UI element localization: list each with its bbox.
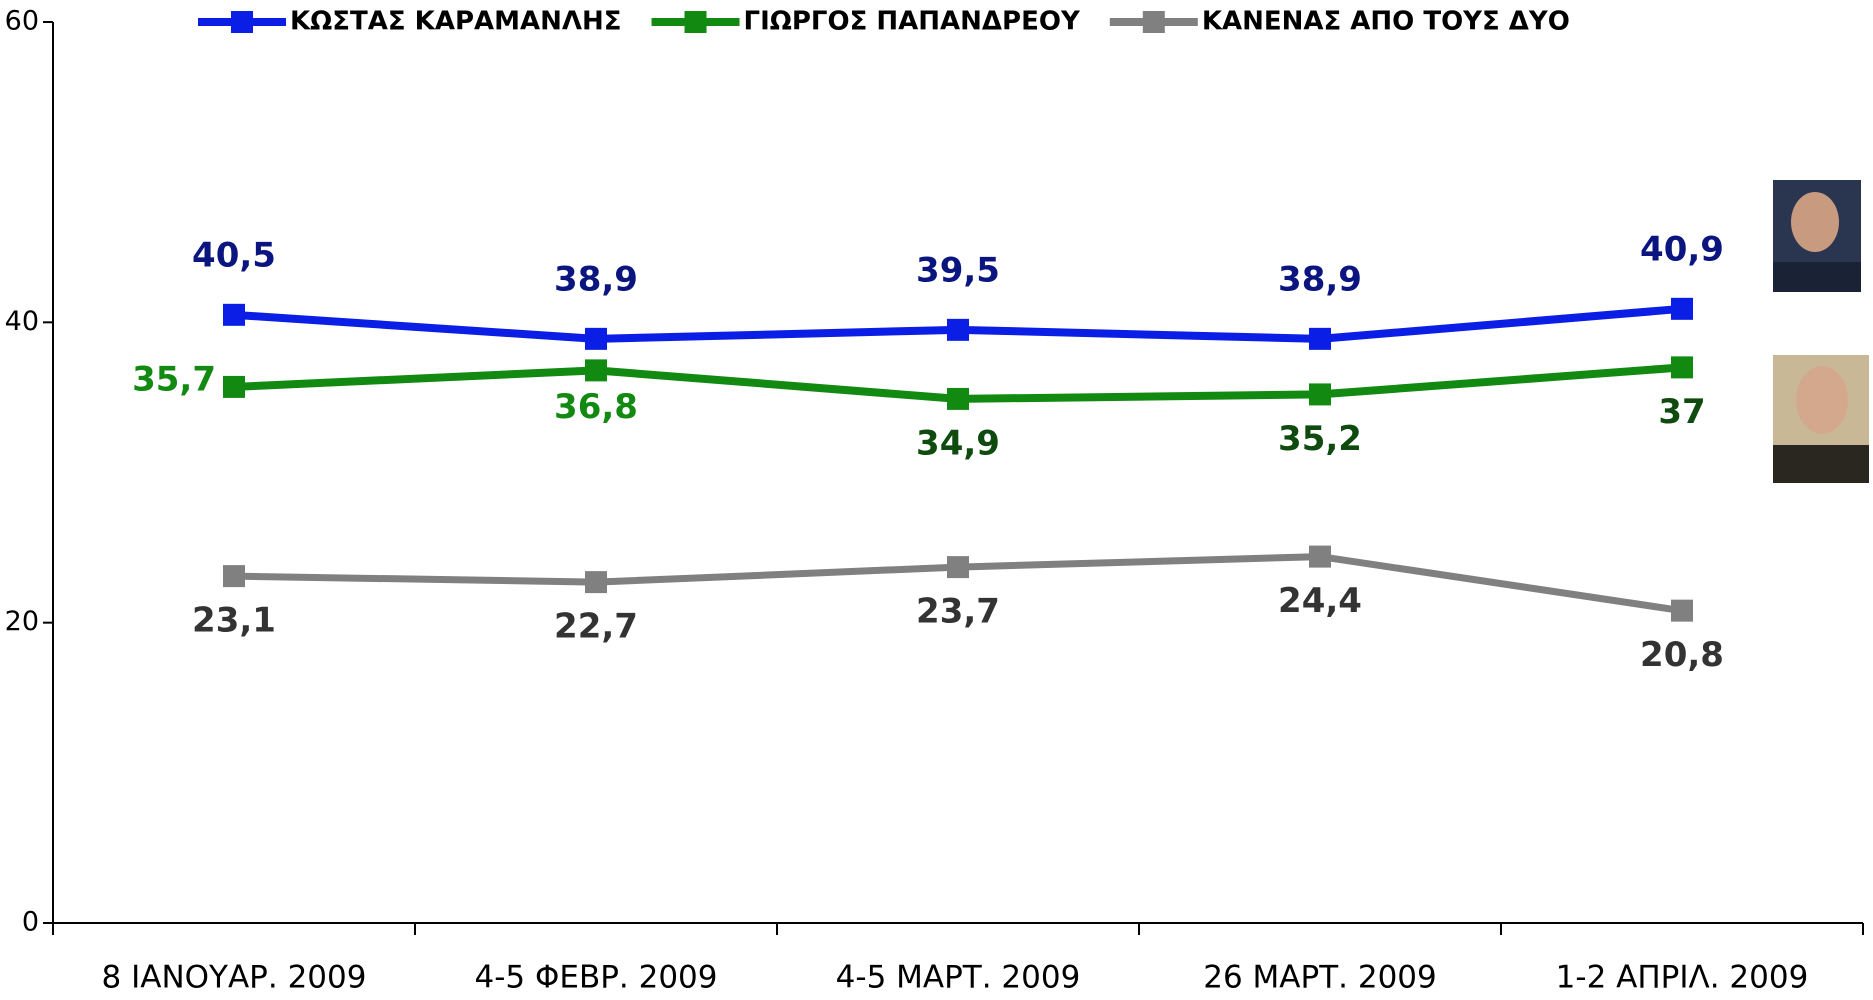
legend-label: ΓΙΩΡΓΟΣ ΠΑΠΑΝΔΡΕΟΥ [744, 7, 1081, 37]
legend-marker [1143, 11, 1165, 33]
x-tick-label: 1-2 ΑΠΡΙΛ. 2009 [1556, 960, 1809, 996]
x-tick-label: 4-5 ΦΕΒΡ. 2009 [474, 960, 717, 996]
data-label: 40,5 [192, 235, 276, 275]
data-label: 20,8 [1640, 635, 1724, 675]
x-tick-label: 26 ΜΑΡΤ. 2009 [1203, 960, 1436, 996]
marker [1671, 298, 1693, 320]
legend-marker [685, 11, 707, 33]
marker [947, 388, 969, 410]
chart: 0 20 40 60 8 ΙΑΝΟΥΑΡ. 2009 4-5 ΦΕΒΡ. 2009 4-5 … [0, 0, 1873, 1000]
legend-marker [231, 11, 253, 33]
y-tick-label: 0 [22, 907, 39, 938]
marker [947, 319, 969, 341]
y-tick-label: 60 [5, 6, 39, 37]
data-label: 23,7 [916, 592, 1000, 632]
data-label: 23,1 [192, 601, 276, 641]
marker [223, 376, 245, 398]
data-label: 36,8 [554, 387, 638, 427]
data-label: 35,7 [132, 359, 216, 399]
marker [585, 359, 607, 381]
data-label: 38,9 [1278, 259, 1362, 299]
marker [1309, 546, 1331, 568]
legend-label: ΚΩΣΤΑΣ ΚΑΡΑΜΑΝΛΗΣ [290, 7, 622, 37]
marker [585, 328, 607, 350]
x-tick-label: 8 ΙΑΝΟΥΑΡ. 2009 [102, 960, 367, 996]
data-label: 22,7 [554, 607, 638, 647]
marker [947, 556, 969, 578]
data-label: 37 [1658, 392, 1705, 432]
data-label: 38,9 [554, 259, 638, 299]
marker [1671, 600, 1693, 622]
legend-label: ΚΑΝΕΝΑΣ ΑΠΟ ΤΟΥΣ ΔΥΟ [1202, 7, 1570, 37]
y-tick-label: 40 [5, 306, 39, 337]
data-label: 40,9 [1640, 229, 1724, 269]
marker [1309, 328, 1331, 350]
marker [1671, 356, 1693, 378]
marker [223, 304, 245, 326]
marker [1309, 383, 1331, 405]
marker [223, 565, 245, 587]
data-label: 34,9 [916, 423, 1000, 463]
x-tick-label: 4-5 ΜΑΡΤ. 2009 [836, 960, 1081, 996]
photo-papandreou [1773, 355, 1869, 483]
marker [585, 571, 607, 593]
y-tick-label: 20 [5, 606, 39, 637]
data-label: 24,4 [1278, 581, 1362, 621]
data-label: 35,2 [1278, 419, 1362, 459]
data-label: 39,5 [916, 250, 1000, 290]
photo-karamanlis [1773, 180, 1861, 292]
